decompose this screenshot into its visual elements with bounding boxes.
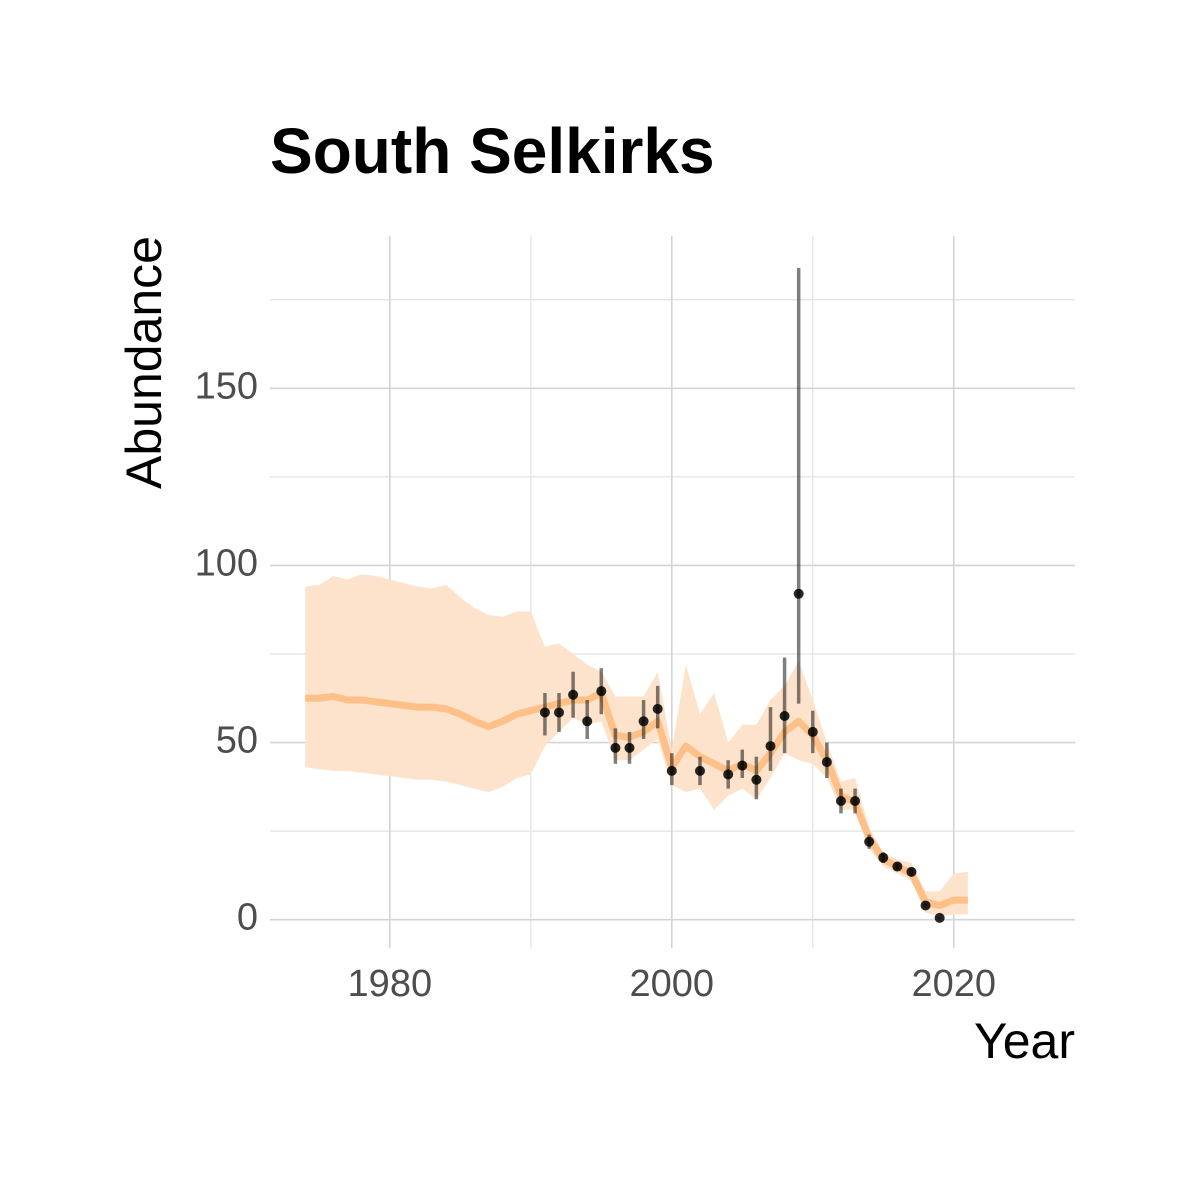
y-tick-label: 100 [195,542,258,584]
observation-point [934,912,945,923]
y-tick-label: 0 [237,897,258,939]
observation-point [779,710,790,721]
observation-point [878,852,889,863]
observation-point [920,900,931,911]
observation-point [892,861,903,872]
x-tick-label: 1980 [348,963,433,1005]
plot-area [305,267,968,923]
observation-point [850,795,861,806]
y-tick-label: 150 [195,365,258,407]
observation-point [835,795,846,806]
observation-point [694,765,705,776]
observation-point [864,836,875,847]
observation-point [737,760,748,771]
observation-point [638,716,649,727]
observation-point [765,741,776,752]
observation-point [554,707,565,718]
x-axis-label: Year [974,1013,1075,1069]
x-tick-label: 2000 [630,963,715,1005]
observation-point [666,765,677,776]
observation-point [807,726,818,737]
x-tick-label: 2020 [911,963,996,1005]
observation-point [906,866,917,877]
observation-point [723,769,734,780]
observation-point [624,742,635,753]
observation-point [610,742,621,753]
y-tick-label: 50 [216,720,258,762]
observation-point [751,774,762,785]
observation-point [596,686,607,697]
grid: 0 50 100 150 1980 2000 2020 [195,236,1075,1005]
observation-point [821,757,832,768]
observation-point [539,707,550,718]
observation-point [568,689,579,700]
chart-title: South Selkirks [270,115,715,187]
confidence-band [305,574,968,917]
observation-point [793,588,804,599]
estimate-line [305,689,968,909]
observation-point [652,703,663,714]
y-axis-label: Abundance [116,236,172,489]
observation-point [582,716,593,727]
